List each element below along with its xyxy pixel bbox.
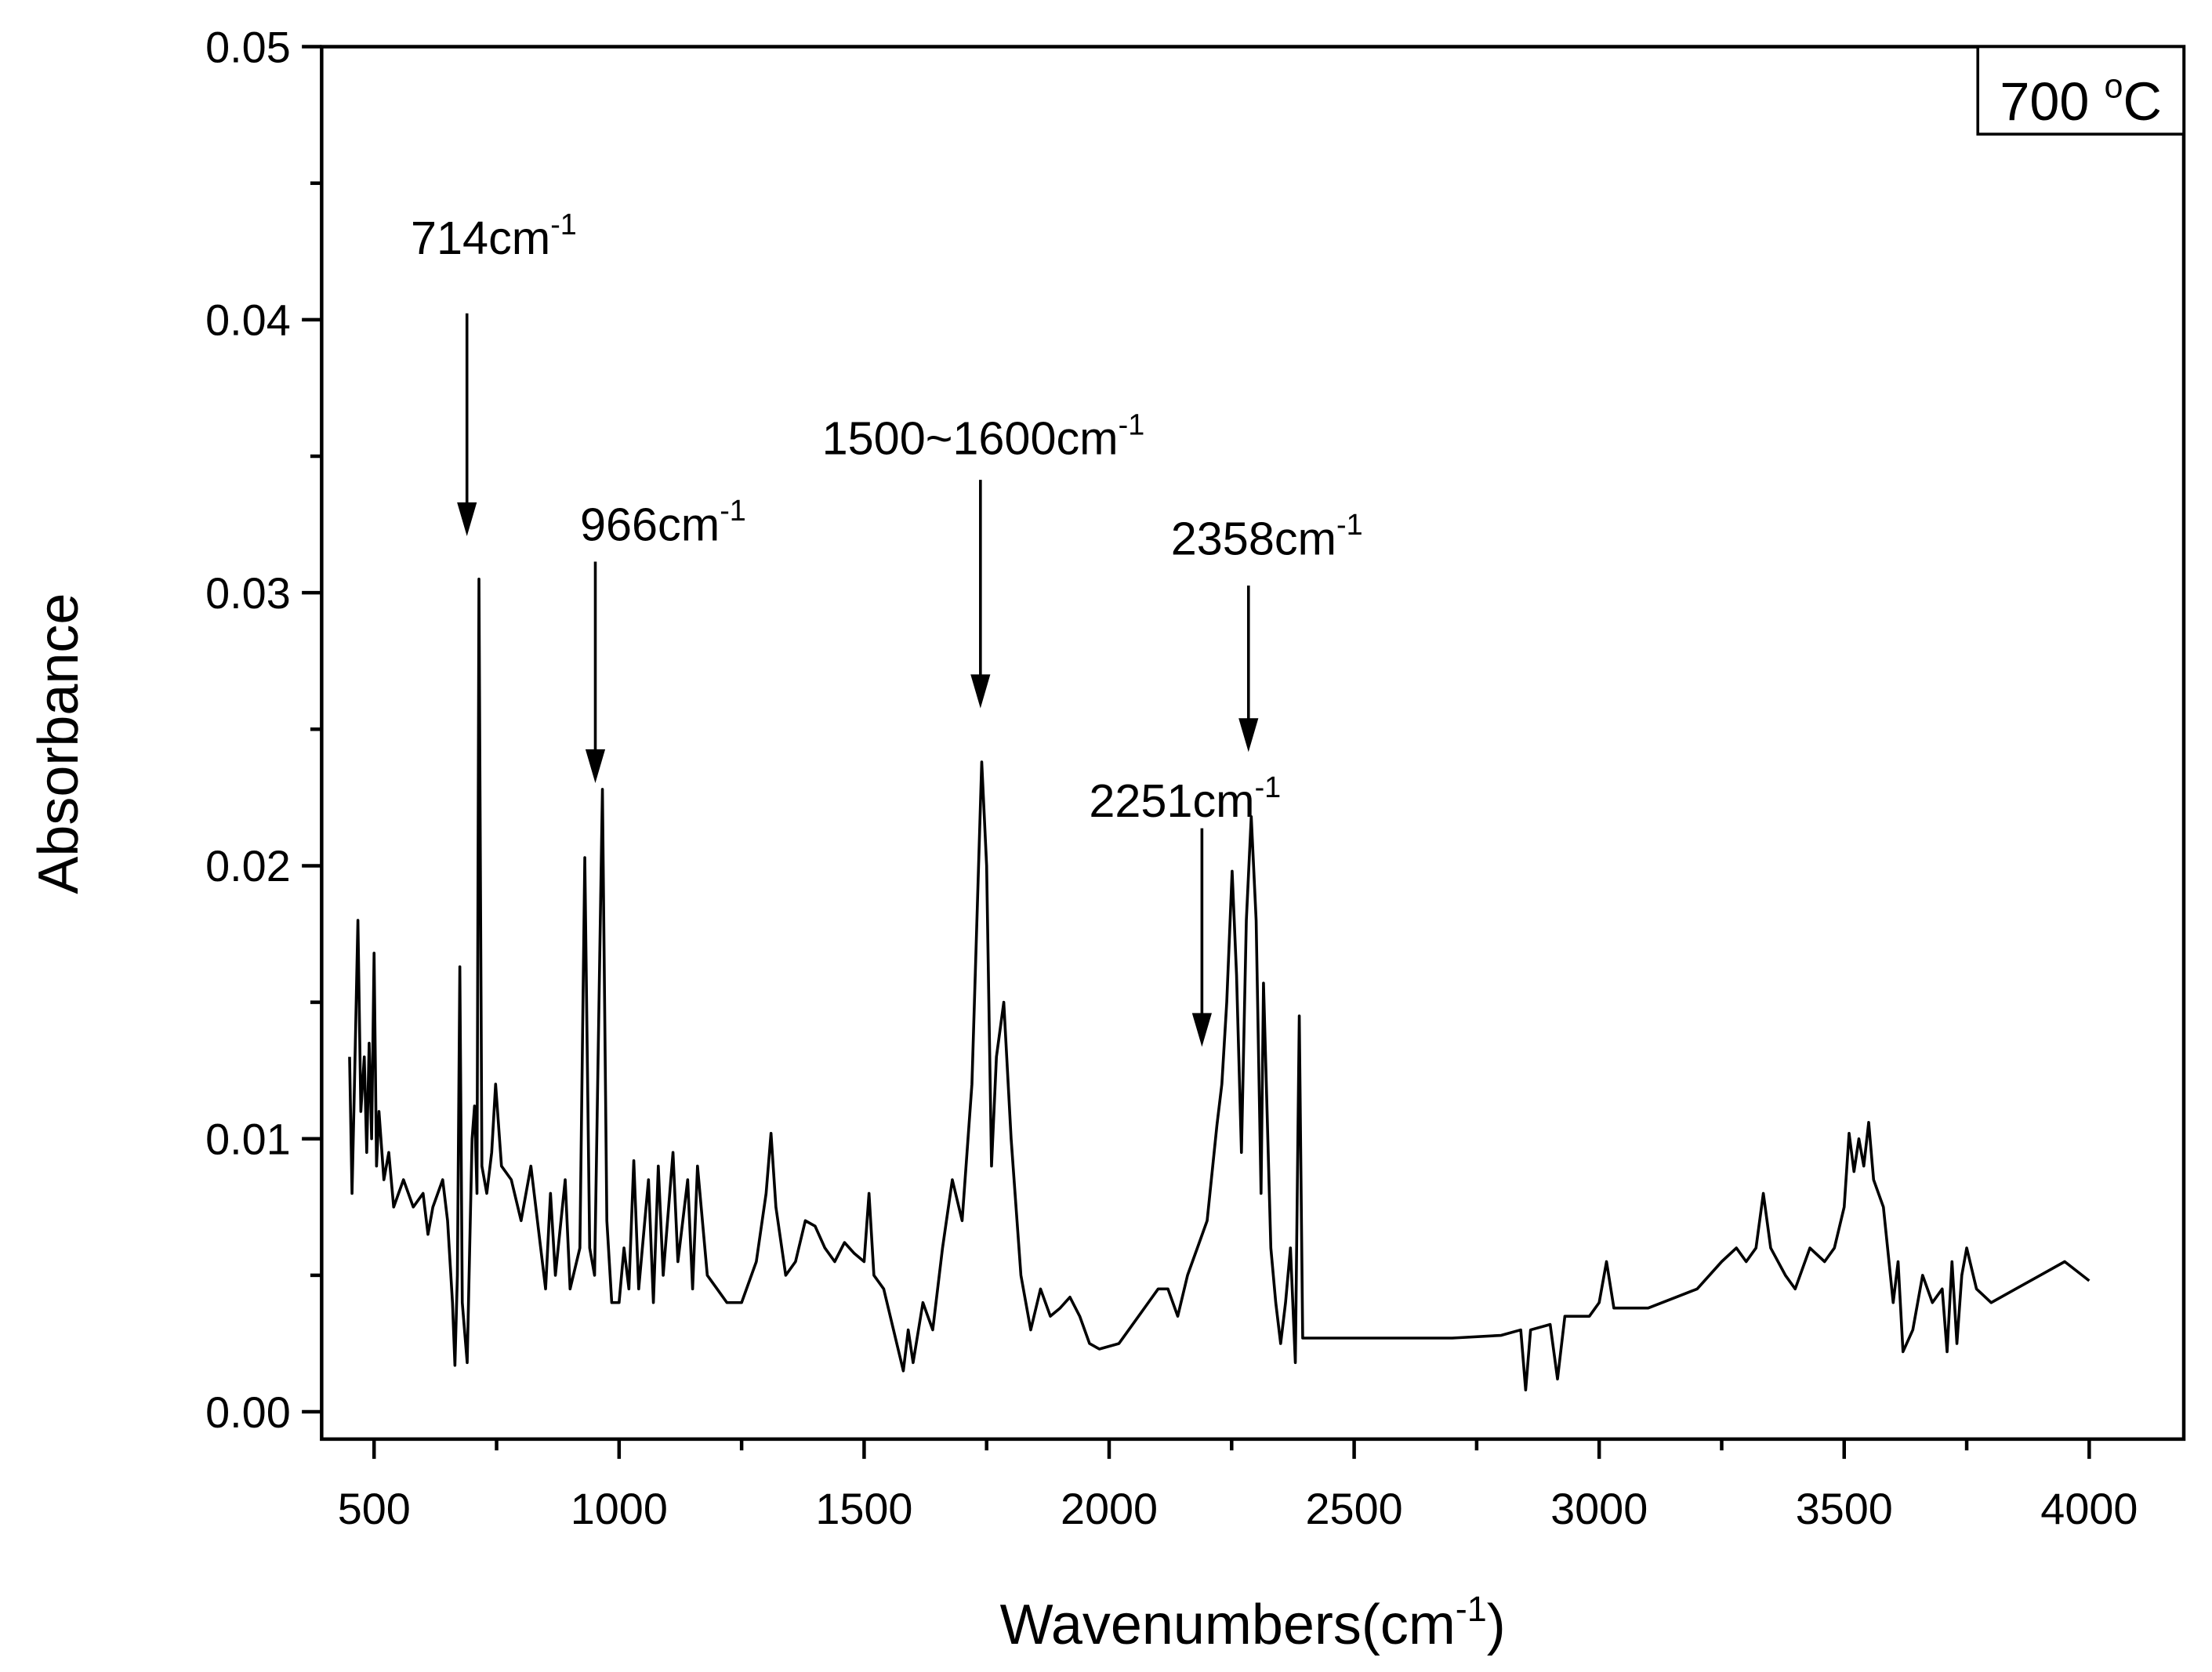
y-tick-label: 0.02 xyxy=(205,841,291,890)
annotation-arrow-head xyxy=(457,502,477,537)
x-tick-label: 3500 xyxy=(1796,1484,1893,1533)
x-axis-label: Wavenumbers(cm-1) xyxy=(1000,1589,1506,1656)
annotation-text: 1500~1600cm xyxy=(822,412,1119,465)
x-tick-label: 1000 xyxy=(571,1484,668,1533)
x-tick-label: 3000 xyxy=(1550,1484,1648,1533)
plot-frame xyxy=(320,45,2186,1442)
x-tick-label: 1500 xyxy=(815,1484,912,1533)
annotation-sup: -1 xyxy=(1336,509,1363,542)
x-tick-label: 2000 xyxy=(1061,1484,1158,1533)
legend-tail: C xyxy=(2123,72,2161,132)
y-axis-label: Absorbance xyxy=(27,593,90,894)
y-tick-label: 0.05 xyxy=(205,22,291,71)
annotation-label: 966cm-1 xyxy=(580,495,746,550)
annotation-label: 2251cm-1 xyxy=(1089,771,1281,827)
x-axis-label-tail: ) xyxy=(1487,1594,1506,1656)
annotation-text: 2251cm xyxy=(1089,774,1254,827)
x-axis-label-text: Wavenumbers(cm xyxy=(1000,1594,1456,1656)
legend-box xyxy=(1976,45,2185,136)
legend-text: 700 xyxy=(2000,72,2104,132)
annotation-arrow-head xyxy=(1191,1013,1212,1047)
y-tick-label: 0.03 xyxy=(205,568,291,618)
annotation-sup: -1 xyxy=(1255,771,1282,804)
annotation-text: 2358cm xyxy=(1171,512,1336,564)
annotation-arrow-head xyxy=(585,749,606,784)
spectrum-line xyxy=(348,577,2091,1391)
annotation-label: 714cm-1 xyxy=(411,209,577,264)
x-axis-label-sup: -1 xyxy=(1456,1589,1487,1629)
annotation-arrow-head xyxy=(970,674,991,709)
annotation-label: 2358cm-1 xyxy=(1171,509,1363,564)
y-tick-label: 0.01 xyxy=(205,1115,291,1164)
y-tick-label: 0.04 xyxy=(205,296,291,345)
legend-sup: o xyxy=(2104,67,2123,105)
x-tick-label: 4000 xyxy=(2040,1484,2138,1533)
x-tick-label: 500 xyxy=(338,1484,411,1533)
y-tick-label: 0.00 xyxy=(205,1387,291,1437)
annotation-sup: -1 xyxy=(1119,408,1145,441)
legend-label: 700 oC xyxy=(2000,67,2161,132)
annotation-arrow-head xyxy=(1238,718,1259,753)
x-tick-label: 2500 xyxy=(1306,1484,1403,1533)
annotation-sup: -1 xyxy=(720,495,746,528)
annotation-text: 966cm xyxy=(580,498,720,550)
annotation-label: 1500~1600cm-1 xyxy=(822,408,1145,464)
annotation-text: 714cm xyxy=(411,212,550,264)
annotation-sup: -1 xyxy=(550,209,577,241)
